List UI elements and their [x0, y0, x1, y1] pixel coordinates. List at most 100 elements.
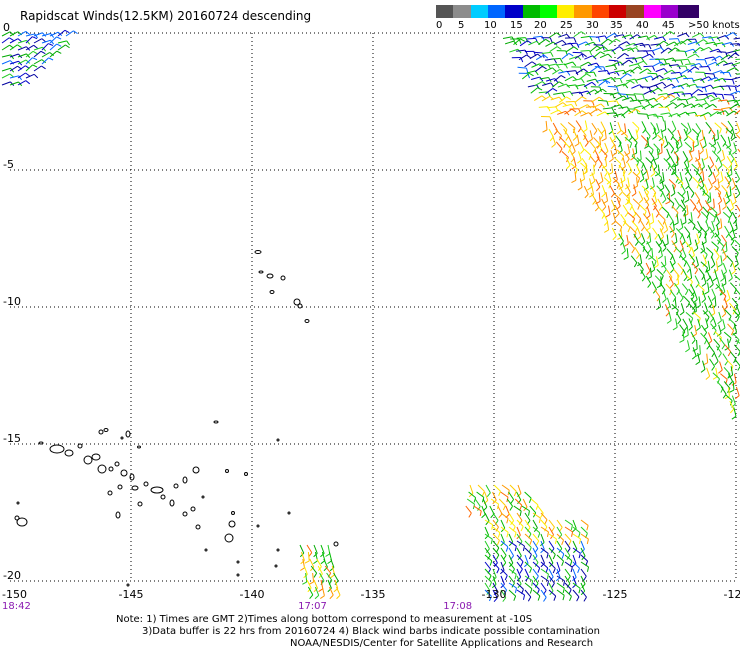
wind-barb	[712, 172, 717, 185]
wind-barb	[650, 164, 656, 177]
wind-barb	[484, 589, 492, 602]
wind-barb	[601, 164, 608, 177]
wind-barb	[41, 57, 54, 65]
wind-barb	[563, 61, 577, 67]
wind-barb	[588, 130, 593, 143]
wind-barb	[692, 339, 698, 352]
island-outline	[276, 548, 280, 552]
wind-barb	[590, 66, 603, 73]
wind-barb	[681, 92, 694, 99]
wind-barb	[614, 205, 620, 218]
wind-barb	[655, 170, 663, 183]
wind-barb	[695, 71, 707, 78]
wind-barb	[730, 228, 736, 241]
wind-barb	[731, 193, 737, 206]
wind-barb	[661, 191, 667, 204]
wind-barb	[548, 582, 554, 596]
wind-barb	[627, 128, 633, 142]
wind-barb	[661, 206, 670, 219]
wind-barb	[508, 526, 517, 538]
wind-barb	[549, 46, 562, 52]
wind-barb	[564, 540, 571, 553]
wind-barb	[484, 533, 493, 545]
wind-barb	[556, 547, 565, 559]
wind-barb	[477, 484, 485, 497]
wind-barb	[720, 54, 733, 61]
wind-barb	[564, 582, 572, 595]
wind-barb	[690, 331, 696, 344]
wind-barb	[532, 575, 539, 588]
island-outline	[244, 472, 248, 476]
wind-barb	[500, 526, 509, 538]
wind-barb	[704, 337, 711, 350]
island-outline	[236, 573, 240, 577]
wind-barb	[708, 310, 714, 323]
wind-barb	[519, 40, 532, 47]
wind-barb	[508, 533, 514, 547]
wind-barb	[544, 67, 557, 73]
wind-barb	[707, 295, 713, 308]
island-outline	[129, 473, 135, 481]
wind-barb	[734, 255, 739, 268]
island-outline	[97, 464, 107, 474]
wind-barb	[550, 96, 563, 102]
wind-barb	[623, 151, 630, 164]
wind-barb	[716, 110, 730, 115]
longitude-tick-label: -125	[603, 588, 628, 601]
wind-barb	[466, 498, 476, 510]
colorbar-swatch	[609, 5, 630, 18]
wind-barb	[682, 295, 690, 308]
wind-barb	[516, 554, 524, 567]
wind-barb	[617, 183, 623, 196]
wind-barb	[699, 171, 705, 184]
wind-barb	[723, 331, 732, 343]
wind-barb	[726, 110, 739, 117]
wind-barb	[532, 582, 540, 595]
wind-barb	[540, 526, 550, 537]
wind-barb	[602, 107, 615, 113]
wind-barb	[580, 561, 590, 572]
wind-barb	[521, 72, 534, 80]
wind-barb	[551, 81, 564, 88]
wind-barb	[492, 491, 497, 505]
island-outline	[98, 429, 104, 435]
island-outline	[228, 520, 236, 528]
wind-barb	[638, 191, 644, 204]
wind-barb	[551, 57, 563, 64]
wind-barb	[17, 80, 31, 86]
wind-barb	[651, 74, 664, 81]
wind-barb	[627, 212, 636, 224]
wind-barb	[564, 37, 577, 43]
wind-barb	[484, 554, 493, 566]
wind-barb	[556, 582, 565, 594]
wind-barb	[500, 512, 509, 524]
wind-barb	[694, 169, 702, 182]
wind-barb	[725, 128, 734, 140]
wind-barb	[700, 211, 709, 223]
wind-barb	[729, 400, 735, 414]
colorbar-swatch	[453, 5, 475, 18]
wind-barb	[508, 491, 515, 504]
wind-barb	[630, 66, 643, 73]
wind-barb	[17, 31, 30, 37]
wind-barb	[564, 108, 577, 115]
wind-barb	[621, 109, 634, 117]
wind-barb	[731, 76, 740, 80]
island-outline	[192, 466, 200, 474]
wind-barb	[643, 178, 649, 191]
wind-barb	[591, 122, 598, 135]
wind-barb	[669, 225, 675, 238]
wind-barb	[500, 589, 507, 602]
wind-barb	[548, 540, 555, 553]
wind-barb	[468, 484, 474, 498]
wind-barb	[544, 58, 557, 64]
wind-barb	[320, 586, 325, 599]
wind-barb	[720, 149, 726, 163]
wind-barb	[695, 98, 708, 104]
wind-barb	[733, 99, 740, 103]
wind-barb	[548, 575, 555, 588]
wind-barb	[574, 53, 587, 60]
wind-barb	[589, 108, 602, 115]
wind-barb	[731, 246, 739, 258]
